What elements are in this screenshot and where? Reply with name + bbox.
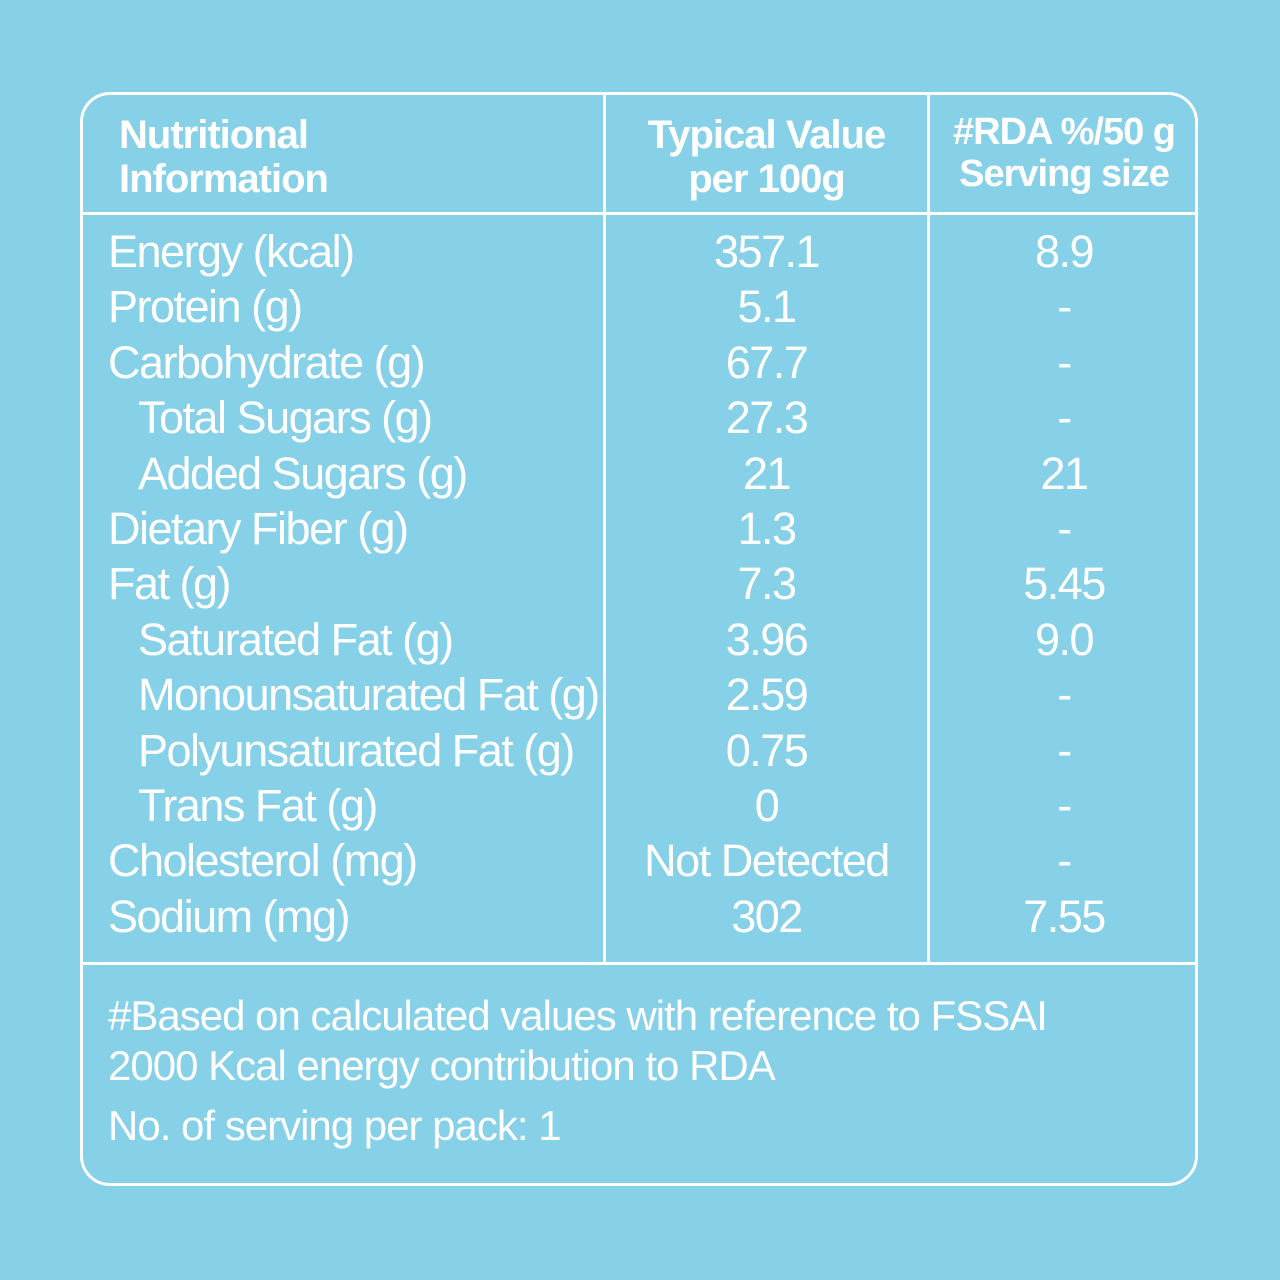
header-line: Information (119, 157, 329, 201)
table-row: Dietary Fiber (g) 1.3 - (83, 501, 1195, 556)
rda-value: - (1057, 669, 1072, 721)
nutrient-name: Sodium (mg) (108, 890, 351, 942)
header-line: #RDA %/50 g (953, 111, 1176, 153)
rda-value: - (1057, 502, 1072, 554)
table-row: Polyunsaturated Fat (g) 0.75 - (83, 723, 1195, 778)
table-row: Added Sugars (g) 21 21 (83, 446, 1195, 501)
table-row: Monounsaturated Fat (g) 2.59 - (83, 667, 1195, 722)
column-divider (603, 95, 606, 964)
header-divider (83, 212, 1195, 215)
rda-value: 8.9 (1034, 226, 1095, 277)
nutrient-rows: Energy (kcal) 357.1 8.9 Protein (g) 5.1- Carb… (83, 224, 1195, 944)
nutrient-name: Saturated Fat (g) (138, 613, 454, 665)
rda-value: - (1057, 281, 1072, 333)
typical-value: 67.7 (725, 336, 809, 388)
header-typical-value: Typical Value per 100g (606, 113, 927, 201)
typical-value: 302 (731, 890, 803, 942)
header-line: Serving size (959, 153, 1170, 195)
typical-value: 0 (754, 779, 780, 831)
typical-value: 21 (742, 447, 792, 499)
typical-value: Not Detected (644, 835, 890, 887)
table-row: Total Sugars (g) 27.3 - (83, 390, 1195, 445)
table-row: Carbohydrate (g) 67.7 - (83, 335, 1195, 390)
typical-value: 357.1 (713, 226, 821, 277)
header-nutritional-information: Nutritional Information (119, 113, 329, 201)
nutrient-name: Added Sugars (g) (138, 447, 468, 499)
rda-value: 21 (1040, 447, 1089, 499)
rda-value: - (1057, 392, 1072, 444)
typical-value: 5.1 (737, 281, 797, 333)
table-row: Sodium (mg) 302 7.55 (83, 889, 1195, 944)
typical-value: 0.75 (725, 724, 809, 776)
nutrient-name: Carbohydrate (g) (108, 336, 426, 388)
header-rda: #RDA %/50 g Serving size (930, 111, 1198, 195)
header-line: per 100g (688, 157, 846, 201)
typical-value: 1.3 (737, 502, 797, 554)
nutrient-name: Total Sugars (g) (138, 392, 433, 444)
table-row: Fat (g) 7.3 5.45 (83, 556, 1195, 611)
nutrition-table: Nutritional Information Typical Value pe… (80, 92, 1198, 1186)
rda-value: 5.45 (1023, 558, 1106, 610)
nutrient-name: Cholesterol (mg) (108, 835, 418, 887)
rda-value: - (1057, 779, 1072, 831)
header-line: Typical Value (647, 113, 887, 157)
typical-value: 27.3 (725, 392, 809, 444)
header-line: Nutritional (119, 113, 309, 157)
table-row: Energy (kcal) 357.1 8.9 (83, 224, 1195, 279)
table-row: Saturated Fat (g) 3.96 9.0 (83, 612, 1195, 667)
typical-value: 7.3 (737, 558, 797, 610)
nutrient-name: Polyunsaturated Fat (g) (138, 724, 575, 776)
rda-value: 9.0 (1034, 613, 1095, 665)
nutrient-name: Trans Fat (g) (138, 779, 378, 831)
rda-value: - (1057, 835, 1072, 887)
table-row: Cholesterol (mg) Not Detected - (83, 833, 1195, 888)
servings-per-pack: No. of serving per pack: 1 (108, 1102, 562, 1149)
footer-divider (83, 962, 1195, 965)
footnote-line: 2000 Kcal energy contribution to RDA (108, 1042, 776, 1089)
typical-value: 3.96 (725, 613, 809, 665)
footnote: #Based on calculated values with referen… (108, 991, 1168, 1151)
nutrient-name: Monounsaturated Fat (g) (138, 669, 600, 721)
table-row: Trans Fat (g) 0 - (83, 778, 1195, 833)
column-divider (927, 95, 930, 964)
nutrient-name: Energy (kcal) (108, 226, 355, 277)
rda-value: - (1057, 724, 1072, 776)
nutrient-name: Dietary Fiber (g) (108, 502, 409, 554)
nutrient-name: Fat (g) (108, 558, 232, 610)
table-row: Protein (g) 5.1 - (83, 279, 1195, 334)
rda-value: 7.55 (1023, 890, 1106, 942)
typical-value: 2.59 (725, 669, 809, 721)
nutrient-name: Protein (g) (108, 281, 303, 333)
footnote-line: #Based on calculated values with referen… (108, 992, 1048, 1039)
rda-value: - (1057, 336, 1072, 388)
